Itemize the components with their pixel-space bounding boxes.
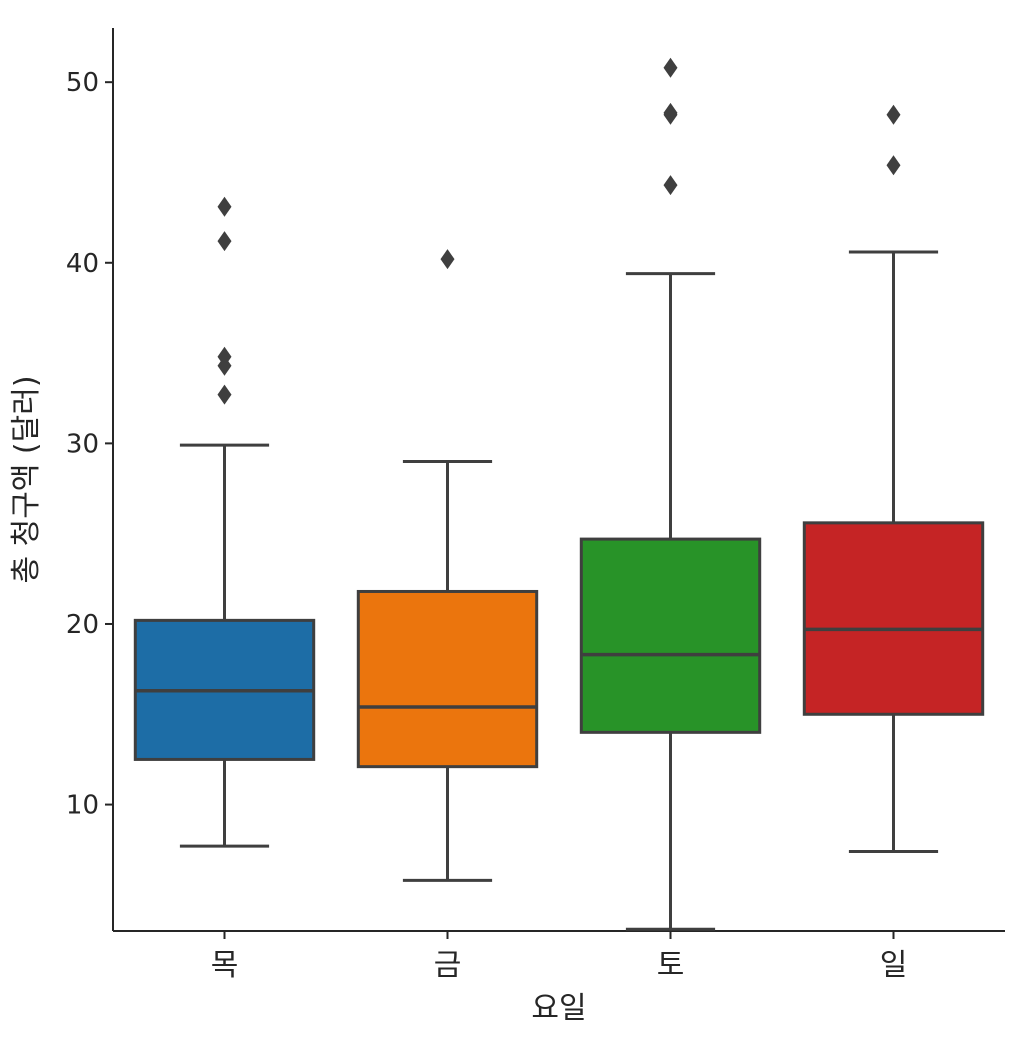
outlier-point [217,196,232,217]
y-tick-label: 30 [66,429,99,459]
x-tick-label: 일 [880,948,908,983]
boxes-group [133,57,985,931]
box-group [356,249,539,882]
iqr-box [356,589,539,769]
y-tick-label: 40 [66,249,99,279]
y-axis: 10 20 30 40 50 [66,28,114,931]
box-group [802,104,985,854]
y-tick-label: 10 [66,791,99,821]
x-tick-label: 금 [434,948,462,983]
box-group [579,57,762,931]
y-tick-label: 20 [66,610,99,640]
x-axis-title: 요일 [531,991,586,1026]
outlier-point [663,175,678,196]
y-axis-title: 총 청구액 (달러) [9,375,44,583]
outlier-point [663,102,678,123]
x-tick-label: 토 [657,948,685,983]
iqr-box [579,537,762,734]
iqr-box [802,521,985,716]
outlier-point [440,249,455,270]
box-group [133,196,316,848]
outlier-point [886,155,901,176]
outlier-point [217,384,232,405]
outlier-point [217,346,232,367]
outlier-point [886,104,901,125]
y-tick-label: 50 [66,68,99,98]
outlier-point [217,231,232,252]
outlier-point [663,57,678,78]
x-tick-label: 목 [211,948,239,983]
